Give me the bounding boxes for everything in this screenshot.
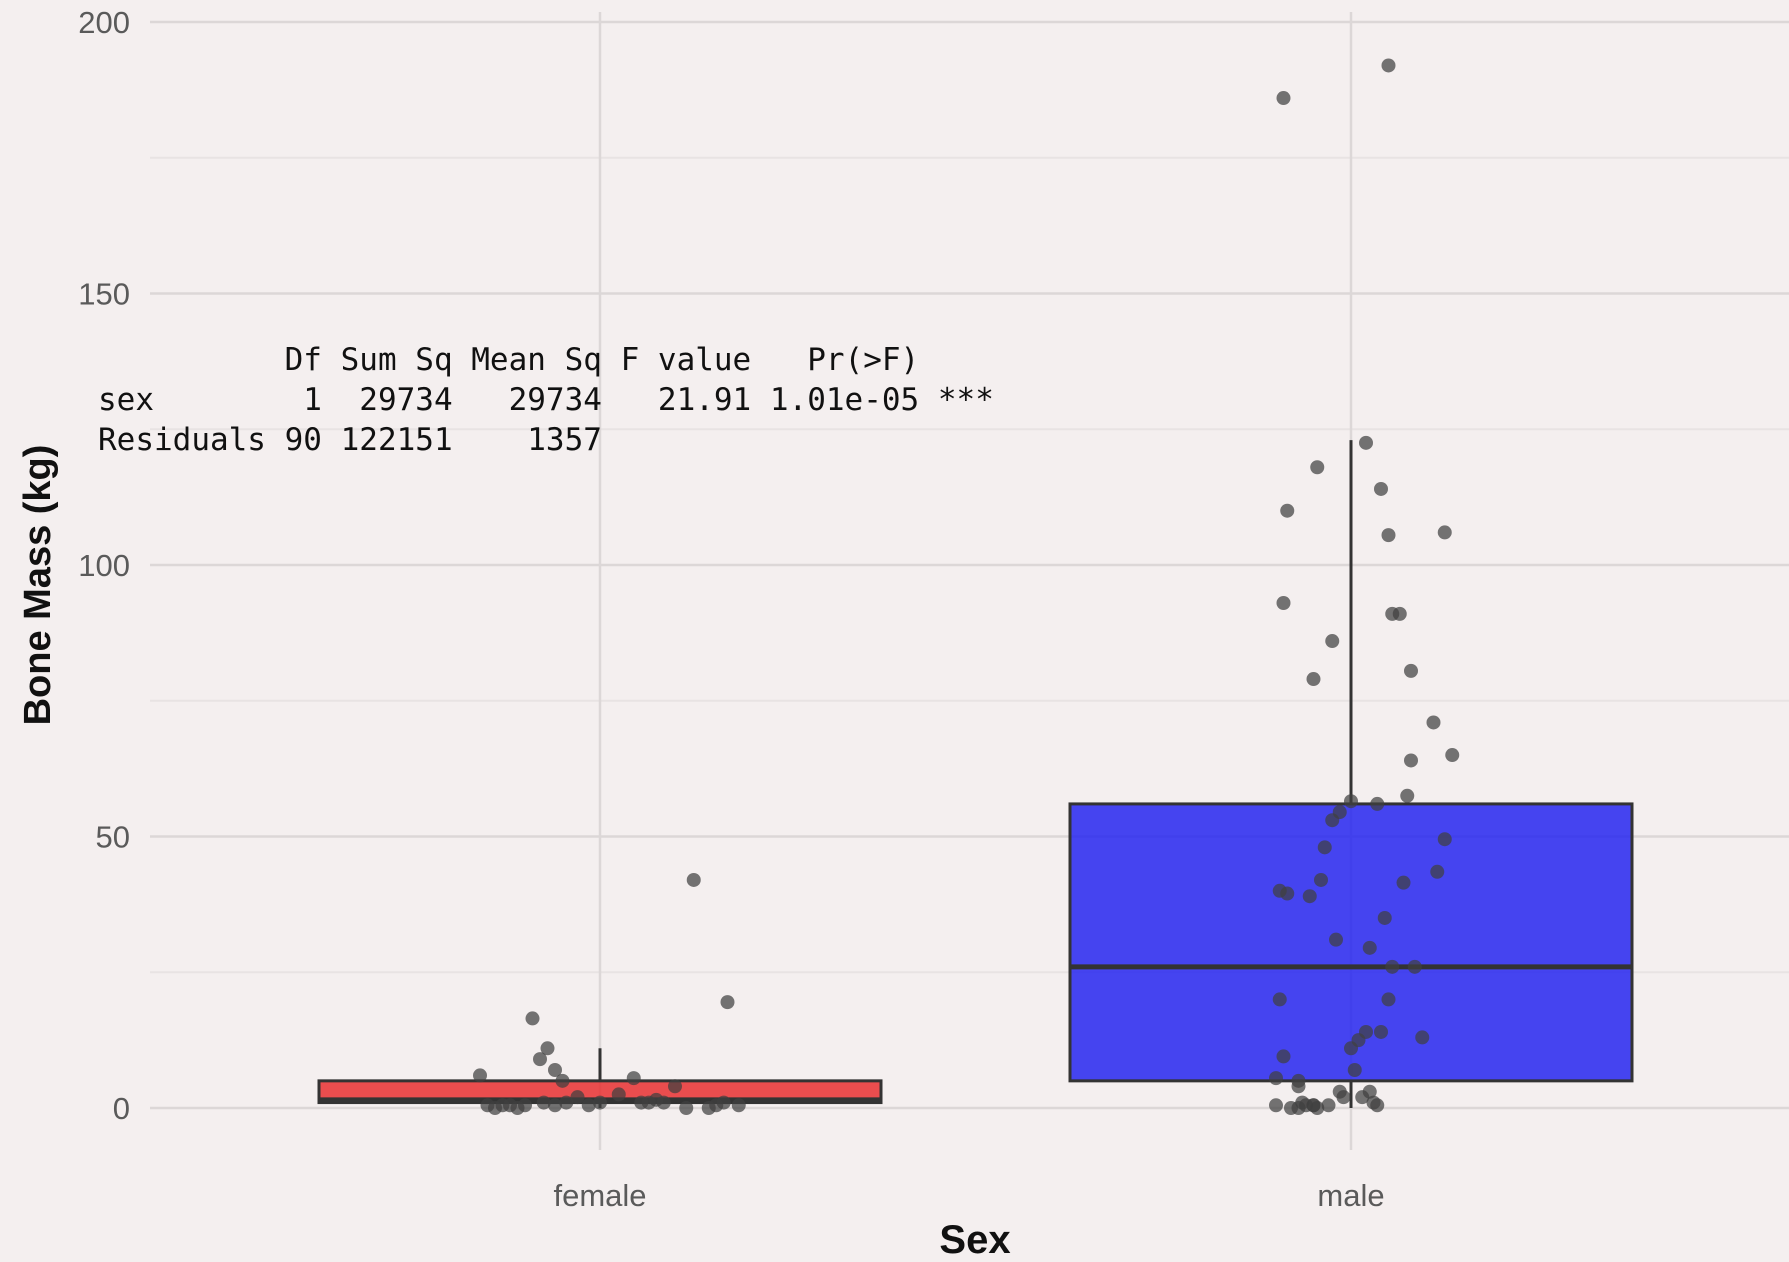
data-point	[559, 1095, 574, 1110]
data-point	[555, 1073, 570, 1088]
data-point	[1381, 528, 1396, 543]
data-point	[581, 1098, 596, 1113]
data-point	[1344, 1041, 1358, 1056]
box-male	[1068, 802, 1634, 1083]
data-point	[1272, 883, 1287, 898]
data-point	[1325, 634, 1340, 649]
data-point	[1415, 1030, 1430, 1045]
x-axis-title: Sex	[939, 1218, 1010, 1262]
data-point	[593, 1095, 607, 1110]
anova-table: Df Sum Sq Mean Sq F value Pr(>F) sex 1 2…	[98, 342, 994, 458]
jitter-points	[473, 58, 1460, 1115]
data-point	[1269, 1098, 1283, 1113]
y-tick-label: 0	[113, 1091, 130, 1126]
data-point	[510, 1101, 525, 1115]
data-point	[533, 1052, 547, 1067]
data-point	[1430, 864, 1445, 879]
data-point	[1306, 1098, 1321, 1113]
y-tick-label: 50	[96, 820, 130, 855]
data-point	[1344, 794, 1358, 809]
data-point	[1276, 1049, 1291, 1064]
data-point	[611, 1087, 626, 1102]
data-point	[1276, 596, 1291, 611]
data-point	[1314, 872, 1328, 887]
data-point	[525, 1011, 540, 1026]
data-point	[1302, 889, 1317, 904]
data-point	[1377, 910, 1392, 925]
data-point	[731, 1098, 746, 1113]
x-tick-label: female	[553, 1178, 646, 1213]
data-point	[1362, 1084, 1377, 1099]
data-point	[1437, 832, 1452, 847]
data-point	[473, 1068, 487, 1083]
data-point	[1407, 959, 1422, 974]
data-point	[548, 1098, 562, 1113]
data-point	[1374, 1024, 1388, 1039]
data-point	[626, 1071, 641, 1086]
data-point	[536, 1095, 551, 1110]
data-point	[1332, 1084, 1347, 1099]
anova-header: Df Sum Sq Mean Sq F value Pr(>F)	[98, 342, 994, 378]
data-point	[1437, 525, 1452, 540]
data-point	[656, 1095, 671, 1110]
data-point	[1321, 1098, 1336, 1113]
axis-tick-labels: 0 50 100 150 200 female male	[78, 5, 1384, 1213]
data-point	[1381, 58, 1396, 73]
data-point	[1359, 435, 1373, 450]
y-tick-label: 150	[78, 277, 130, 312]
y-axis-title: Bone Mass (kg)	[17, 445, 59, 726]
anova-row-residuals: Residuals 90 122151 1357	[98, 422, 957, 458]
data-point	[548, 1062, 562, 1077]
data-point	[1347, 1062, 1362, 1077]
data-point	[720, 995, 735, 1010]
data-point	[1317, 840, 1332, 855]
anova-row-sex: sex 1 29734 29734 21.91 1.01e-05 ***	[98, 382, 994, 418]
data-point	[1291, 1079, 1306, 1094]
data-point	[1269, 1071, 1283, 1086]
data-point	[1400, 788, 1415, 803]
data-point	[679, 1101, 694, 1115]
data-point	[1276, 91, 1291, 106]
y-tick-label: 100	[78, 548, 130, 583]
data-point	[1381, 992, 1396, 1007]
x-tick-label: male	[1317, 1178, 1384, 1213]
data-point	[570, 1090, 585, 1105]
data-point	[540, 1041, 555, 1056]
data-point	[1329, 932, 1343, 947]
data-point	[1404, 753, 1418, 768]
data-point	[1396, 875, 1411, 890]
data-point	[1385, 606, 1400, 621]
data-point	[686, 872, 701, 887]
data-point	[1370, 796, 1385, 811]
data-point	[1291, 1101, 1306, 1115]
data-point	[716, 1095, 731, 1110]
data-point	[1404, 663, 1418, 678]
data-point	[1280, 503, 1295, 518]
y-tick-label: 200	[78, 5, 130, 40]
data-point	[1370, 1098, 1385, 1113]
boxes	[317, 440, 1634, 1108]
data-point	[1426, 715, 1441, 730]
data-point	[1374, 481, 1388, 496]
data-point	[480, 1098, 495, 1113]
data-point	[1385, 959, 1400, 974]
data-point	[1306, 672, 1321, 687]
data-point	[1445, 748, 1460, 763]
data-point	[1332, 805, 1347, 820]
data-point	[668, 1079, 682, 1094]
data-point	[1272, 992, 1287, 1007]
data-point	[1359, 1024, 1373, 1039]
data-point	[1362, 940, 1377, 955]
data-point	[1310, 460, 1325, 475]
